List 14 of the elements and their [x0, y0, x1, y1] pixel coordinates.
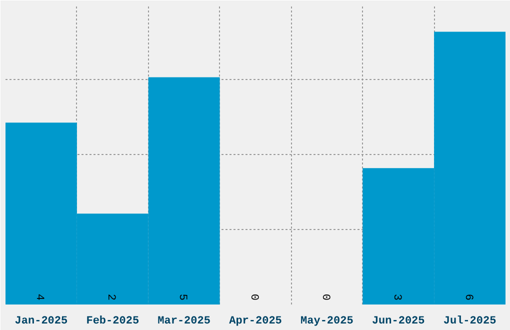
x-tick-label: May-2025 — [300, 316, 354, 328]
x-tick-label: Jan-2025 — [14, 316, 68, 328]
data-label: 6 — [462, 294, 474, 301]
data-label: 5 — [176, 294, 188, 301]
x-tick-label: Jun-2025 — [372, 316, 426, 328]
x-tick-label: Jul-2025 — [443, 316, 497, 328]
data-label: 2 — [104, 294, 117, 301]
data-label: 0 — [318, 294, 331, 301]
data-label: 3 — [390, 294, 402, 301]
x-tick-label: Feb-2025 — [86, 316, 140, 328]
x-tick-label: Mar-2025 — [158, 316, 211, 328]
data-label: 4 — [33, 294, 46, 301]
data-label: 0 — [248, 294, 260, 301]
x-tick-label: Apr-2025 — [229, 316, 282, 328]
